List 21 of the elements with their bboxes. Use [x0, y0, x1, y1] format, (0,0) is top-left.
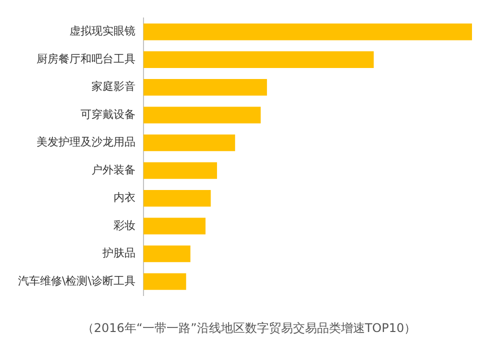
y-tick-label: 虚拟现实眼镜: [69, 24, 136, 38]
bar: [143, 245, 190, 262]
bar: [143, 106, 261, 124]
y-tick-label: 汽车维修\检测\诊断工具: [18, 274, 136, 288]
bar: [143, 51, 374, 68]
y-tick-label: 护肤品: [101, 246, 136, 260]
y-tick-label: 彩妆: [113, 218, 136, 232]
bar: [143, 79, 267, 96]
y-tick-label: 家庭影音: [91, 80, 136, 94]
bar: [143, 190, 211, 207]
bar: [143, 218, 206, 234]
y-tick-label: 内衣: [113, 191, 136, 204]
bar: [143, 273, 186, 290]
y-tick-label: 可穿戴设备: [80, 108, 136, 121]
bar: [143, 162, 218, 179]
bar: [143, 24, 472, 40]
y-tick-label: 户外装备: [91, 163, 136, 176]
y-tick-label: 厨房餐厅和吧台工具: [36, 52, 136, 66]
y-tick-label: 美发护理及沙龙用品: [36, 136, 136, 149]
text: （2016年“一带一路”沿线地区数字贸易交易品类增速TOP10）: [80, 320, 418, 337]
bar: [143, 134, 236, 152]
